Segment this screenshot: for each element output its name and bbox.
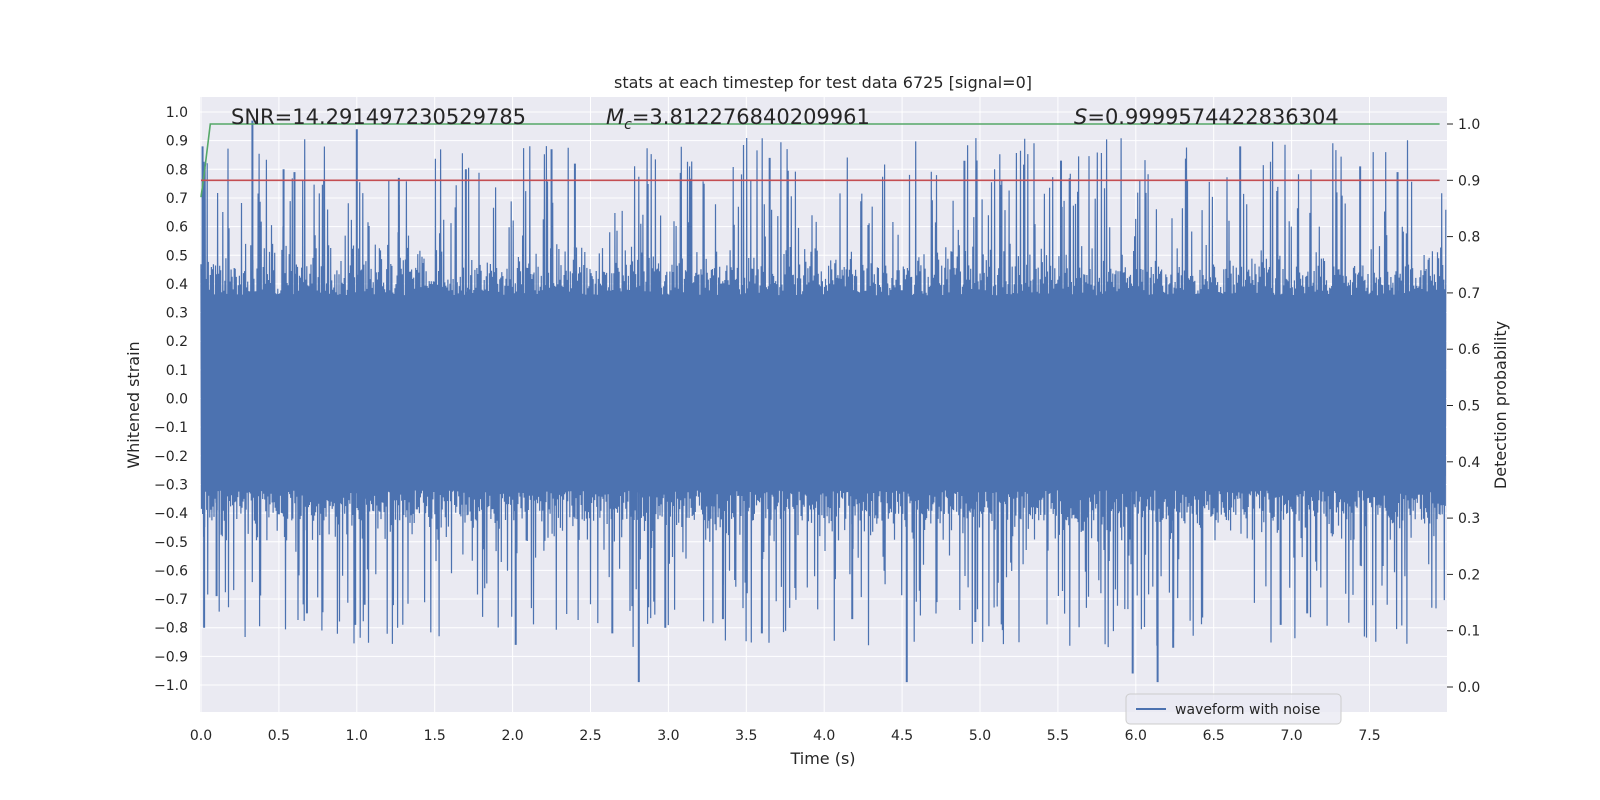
x-tick-label: 4.5 [891, 728, 913, 744]
x-tick-label: 7.5 [1358, 728, 1380, 744]
y2-tick-label: 0.5 [1458, 399, 1480, 415]
chirp-mass-annotation: Mc=3.812276840209961 [606, 105, 870, 133]
x-tick-label: 5.5 [1047, 728, 1069, 744]
y-tick-label: 0.9 [166, 134, 188, 150]
x-tick-label: 0.5 [268, 728, 290, 744]
y-tick-label: 0.7 [166, 191, 188, 207]
x-tick-label: 0.0 [190, 728, 212, 744]
chart-title: stats at each timestep for test data 672… [614, 73, 1032, 92]
probability-line [200, 123, 1440, 198]
y-tick-label: 0.3 [166, 306, 188, 322]
y2-tick-label: 0.3 [1458, 511, 1480, 527]
y-tick-label: 1.0 [166, 105, 188, 121]
x-tick-label: 6.0 [1125, 728, 1147, 744]
y-tick-label: −0.6 [154, 563, 188, 579]
y2-tick-label: 0.0 [1458, 680, 1480, 696]
y-tick-label: −0.8 [154, 621, 188, 637]
x-tick-label: 3.5 [735, 728, 757, 744]
y-tick-label: 0.1 [166, 363, 188, 379]
y-tick-label: −0.4 [154, 506, 188, 522]
legend-box [1125, 693, 1342, 725]
y-tick-label: −0.5 [154, 535, 188, 551]
y2-tick-label: 0.2 [1458, 567, 1480, 583]
y-tick-label: 0.4 [166, 277, 188, 293]
x-tick-label: 3.0 [657, 728, 679, 744]
y-tick-label: −0.7 [154, 592, 188, 608]
x-tick-label: 2.5 [579, 728, 601, 744]
legend-label: waveform with noise [1175, 702, 1320, 718]
y-tick-label: −1.0 [154, 678, 188, 694]
y-tick-label: −0.2 [154, 449, 188, 465]
x-axis-ticks: 0.0 0.5 1.0 1.5 2.0 2.5 3.0 3.5 4.0 4.5 5.0 5.5 6.0 6… [190, 728, 1381, 744]
x-tick-label: 7.0 [1280, 728, 1302, 744]
y2-tick-label: 0.1 [1458, 624, 1480, 640]
y2-tick-label: 0.6 [1458, 342, 1480, 358]
y2-tick-label: 0.9 [1458, 173, 1480, 189]
y-axis-ticks: 1.0 0.9 0.8 0.7 0.6 0.5 0.4 0.3 0.2 0.1 0.0 −0.1 −0.… [154, 105, 188, 694]
score-annotation: S=0.9999574422836304 [1074, 105, 1339, 129]
x-tick-label: 2.0 [501, 728, 523, 744]
y-tick-label: 0.5 [166, 248, 188, 264]
y-tick-label: 0.2 [166, 334, 188, 350]
y-tick-label: 0.8 [166, 162, 188, 178]
waveform-line [200, 137, 1447, 648]
x-tick-label: 4.0 [813, 728, 835, 744]
x-tick-label: 1.5 [424, 728, 446, 744]
y-axis-title: Whitened strain [124, 341, 143, 468]
x-tick-label: 6.5 [1203, 728, 1225, 744]
y2-axis-ticks: 1.0 0.9 0.8 0.7 0.6 0.5 0.4 0.3 0.2 0.1 0.0 [1447, 117, 1480, 696]
snr-annotation: SNR=14.291497230529785 [231, 105, 526, 129]
y2-tick-label: 1.0 [1458, 117, 1480, 133]
x-axis-title: Time (s) [789, 749, 855, 768]
y2-axis-title: Detection probability [1491, 321, 1510, 489]
y-tick-label: −0.9 [154, 649, 188, 665]
y-tick-label: 0.6 [166, 220, 188, 236]
waveform-series [200, 120, 1447, 683]
y-tick-label: −0.1 [154, 420, 188, 436]
y2-tick-label: 0.8 [1458, 230, 1480, 246]
probability-series [200, 123, 1440, 198]
y-tick-label: 0.0 [166, 392, 188, 408]
y-tick-label: −0.3 [154, 477, 188, 493]
y2-tick-label: 0.4 [1458, 455, 1480, 471]
x-tick-label: 1.0 [346, 728, 368, 744]
x-tick-label: 5.0 [969, 728, 991, 744]
legend: waveform with noise [1125, 693, 1342, 725]
y2-tick-label: 0.7 [1458, 286, 1480, 302]
